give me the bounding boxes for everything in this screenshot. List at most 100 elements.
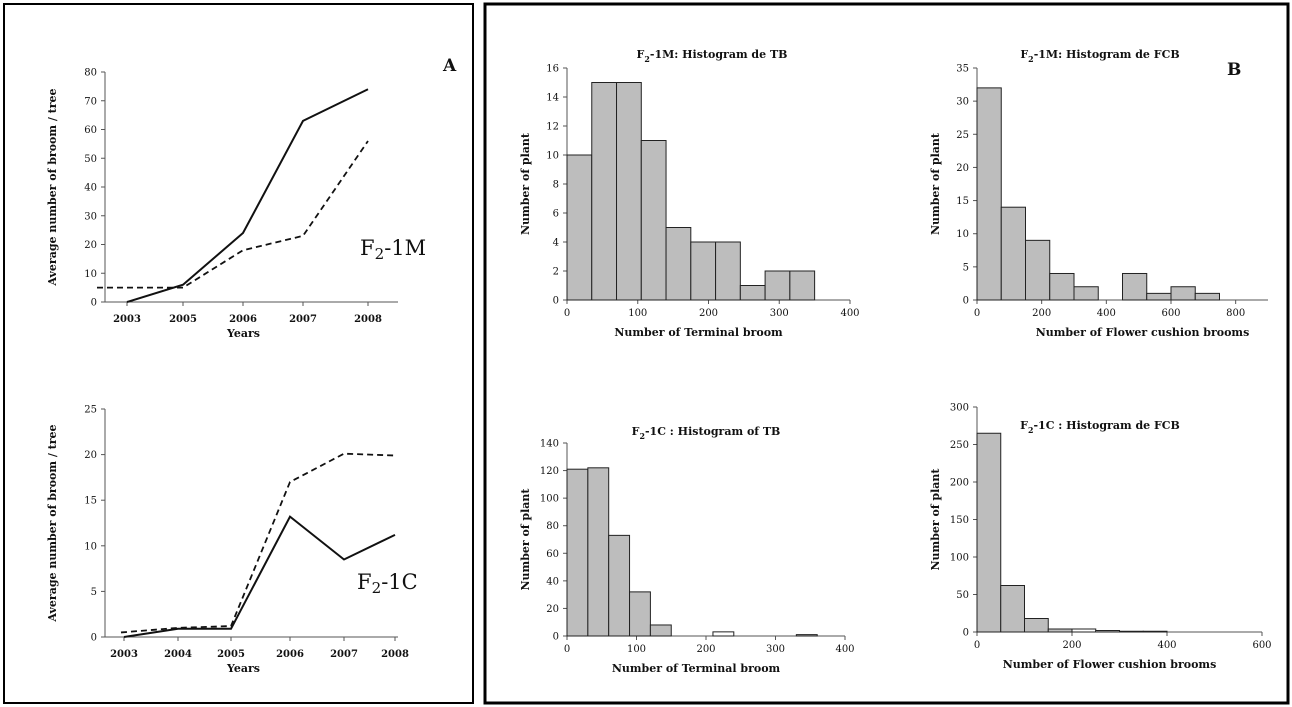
y-tick-label: 80 xyxy=(546,521,559,532)
y-tick-label: 100 xyxy=(540,494,559,505)
x-tick-label: 400 xyxy=(840,308,859,319)
y-tick-label: 0 xyxy=(963,628,969,639)
x-tick-label: 2005 xyxy=(169,314,197,325)
histogram-bar xyxy=(1170,286,1196,301)
y-tick-label: 8 xyxy=(553,180,559,191)
y-tick-label: 0 xyxy=(91,633,97,644)
y-tick-label: 70 xyxy=(84,96,97,107)
histogram-bar xyxy=(795,634,818,637)
x-tick-label: 2003 xyxy=(110,649,138,660)
histogram-bar xyxy=(1024,618,1049,633)
x-tick-label: 400 xyxy=(1157,640,1176,651)
y-tick-label: 35 xyxy=(956,64,969,75)
histogram-bar xyxy=(976,87,1002,301)
x-axis-label: Years xyxy=(226,327,260,340)
y-tick-label: 10 xyxy=(84,269,97,280)
histogram-bar xyxy=(712,631,735,637)
x-axis-label: Number of Terminal broom xyxy=(614,326,783,339)
x-tick-label: 0 xyxy=(974,640,980,651)
x-tick-label: 2004 xyxy=(164,649,192,660)
histogram-bar xyxy=(1142,630,1168,633)
x-tick-label: 400 xyxy=(1097,308,1116,319)
histogram-bar xyxy=(1194,292,1220,301)
chart-b4: 0 50 100 150 200 250 300 Number of plant F2-1C :… xyxy=(929,403,1272,672)
x-tick-label: 200 xyxy=(696,644,715,655)
x-tick-label: 0 xyxy=(974,308,980,319)
y-tick-label: 16 xyxy=(546,64,559,75)
histogram-bar xyxy=(1000,206,1026,301)
histogram-bar xyxy=(1095,630,1120,633)
x-tick-label: 600 xyxy=(1252,640,1271,651)
y-tick-label: 0 xyxy=(553,632,559,643)
histogram-bar xyxy=(1000,585,1025,633)
y-tick-label: 40 xyxy=(546,576,559,587)
y-tick-label: 30 xyxy=(956,97,969,108)
y-tick-label: 4 xyxy=(553,238,559,249)
x-tick-label: 200 xyxy=(699,308,718,319)
histogram-bar xyxy=(608,534,631,637)
series-line-dashed xyxy=(97,140,369,289)
histogram-bar xyxy=(764,270,791,301)
histogram-bar xyxy=(1122,272,1148,301)
y-tick-label: 300 xyxy=(950,403,969,414)
y-tick-label: 20 xyxy=(956,163,969,174)
histogram-bar xyxy=(1119,630,1144,633)
x-tick-label: 200 xyxy=(1062,640,1081,651)
chart-b3: 0 20 40 60 80 100 120 140 Number of plant F2-1C :… xyxy=(519,425,855,675)
chart-title: F2-1M: Histogram de TB xyxy=(637,48,788,64)
histogram-bar xyxy=(1071,628,1097,633)
y-tick-label: 10 xyxy=(956,229,969,240)
y-tick-label: 120 xyxy=(540,466,559,477)
y-tick-label: 40 xyxy=(84,183,97,194)
histogram-bar xyxy=(587,467,610,637)
y-tick-label: 60 xyxy=(84,125,97,136)
y-axis-label: Number of plant xyxy=(929,468,942,571)
chart-a2: 0 5 10 15 20 25 Average number of broom / tree… xyxy=(46,405,418,676)
y-tick-label: 150 xyxy=(950,515,969,526)
y-tick-label: 30 xyxy=(84,211,97,222)
y-tick-label: 140 xyxy=(540,439,559,450)
x-axis-label: Years xyxy=(226,662,260,675)
x-tick-label: 400 xyxy=(835,644,854,655)
chart-title: F2-1C : Histogram of TB xyxy=(632,425,781,441)
x-tick-label: 2008 xyxy=(381,649,409,660)
y-tick-label: 25 xyxy=(956,130,969,141)
histogram-bar xyxy=(566,468,589,637)
x-tick-label: 2006 xyxy=(229,314,257,325)
y-tick-label: 2 xyxy=(553,267,559,278)
x-tick-label: 2007 xyxy=(330,649,358,660)
series-line-dashed xyxy=(120,452,396,634)
histogram-bar xyxy=(1146,292,1172,301)
y-tick-label: 5 xyxy=(963,262,969,273)
chart-title: F2-1M: Histogram de FCB xyxy=(1020,48,1179,64)
x-tick-label: 0 xyxy=(564,308,570,319)
panel-b-frame xyxy=(483,2,1290,705)
histogram-bar xyxy=(591,82,618,301)
y-tick-label: 250 xyxy=(950,440,969,451)
x-tick-label: 200 xyxy=(1032,308,1051,319)
chart-title: F2-1C : Histogram de FCB xyxy=(1020,419,1180,435)
y-tick-label: 20 xyxy=(546,604,559,615)
histogram-bar xyxy=(1073,286,1099,301)
x-tick-label: 2005 xyxy=(217,649,245,660)
x-tick-label: 2008 xyxy=(354,314,382,325)
y-tick-label: 10 xyxy=(84,541,97,552)
y-tick-label: 60 xyxy=(546,549,559,560)
histogram-bar xyxy=(665,227,692,301)
histogram-bar xyxy=(1025,239,1051,301)
x-tick-label: 300 xyxy=(770,308,789,319)
y-tick-label: 15 xyxy=(84,496,97,507)
x-tick-label: 100 xyxy=(627,644,646,655)
histogram-bar xyxy=(649,624,672,637)
y-tick-label: 50 xyxy=(84,154,97,165)
y-tick-label: 25 xyxy=(84,405,97,416)
y-axis-label: Number of plant xyxy=(929,132,942,235)
y-axis-label: Average number of broom / tree xyxy=(46,424,59,622)
y-tick-label: 20 xyxy=(84,450,97,461)
y-tick-label: 14 xyxy=(546,93,559,104)
histogram-bar xyxy=(616,82,642,301)
y-axis-label: Number of plant xyxy=(519,132,532,235)
x-tick-label: 300 xyxy=(766,644,785,655)
x-tick-label: 600 xyxy=(1161,308,1180,319)
chart-a1: 0 10 20 30 40 50 60 70 80 Average number of broom… xyxy=(46,68,426,341)
